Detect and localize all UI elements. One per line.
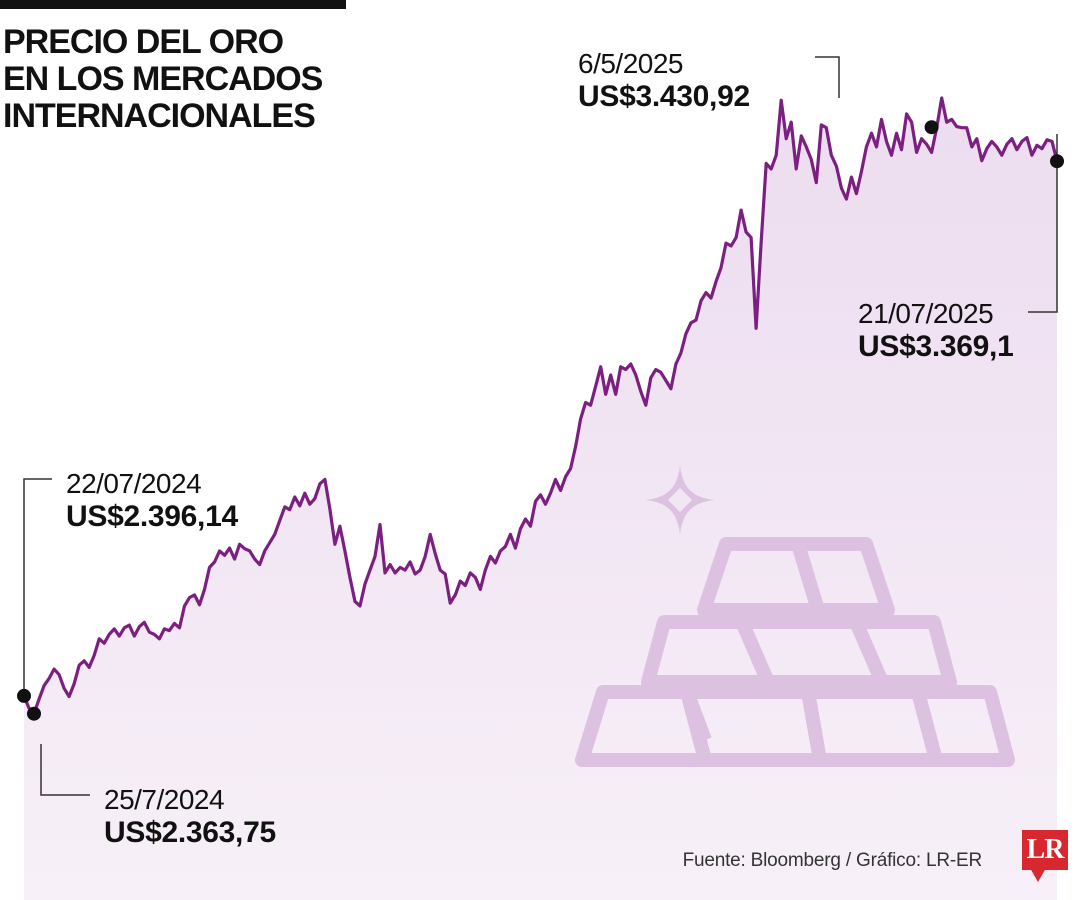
chart-title-line-2: EN LOS MERCADOS	[3, 60, 323, 98]
chart-title: PRECIO DEL ORO EN LOS MERCADOS INTERNACI…	[3, 24, 363, 135]
leader-low	[40, 744, 90, 796]
marker-start	[17, 688, 31, 703]
annotation-start-date: 22/07/2024	[66, 468, 202, 499]
chart-title-line-1: PRECIO DEL ORO	[3, 23, 284, 61]
annotation-peak-date: 6/5/2025	[578, 48, 683, 79]
annotation-end: 21/07/2025 US$3.369,1	[858, 298, 1014, 363]
lr-logo-tail	[1030, 868, 1046, 882]
annotation-low: 25/7/2024 US$2.363,75	[104, 786, 276, 848]
annotation-low-price: US$2.363,75	[104, 816, 276, 849]
lr-logo: LR	[1022, 830, 1068, 870]
leader-end	[1028, 134, 1058, 313]
annotation-end-price: US$3.369,1	[858, 330, 1014, 363]
annotation-end-date: 21/07/2025	[858, 298, 994, 329]
marker-low	[27, 706, 41, 721]
leader-start	[23, 478, 52, 696]
gold-bars-illustration	[575, 466, 1015, 767]
top-accent-bar	[0, 0, 346, 9]
area-fill	[24, 98, 1057, 900]
marker-end	[1050, 154, 1064, 169]
annotation-peak: 6/5/2025 US$3.430,92	[578, 50, 750, 112]
source-note: Fuente: Bloomberg / Gráfico: LR-ER	[682, 850, 983, 871]
lr-logo-text: LR	[1026, 834, 1065, 865]
gold-bars-icon	[575, 537, 1015, 767]
chart-title-line-3: INTERNACIONALES	[3, 97, 316, 135]
annotation-start: 22/07/2024 US$2.396,14	[66, 470, 238, 532]
sparkle-icon	[646, 466, 714, 534]
annotation-peak-price: US$3.430,92	[578, 80, 750, 113]
marker-peak	[924, 120, 939, 135]
annotation-start-price: US$2.396,14	[66, 500, 238, 533]
leader-lines	[23, 56, 1058, 796]
leader-peak	[815, 56, 840, 98]
price-line	[22, 96, 1059, 716]
annotation-low-date: 25/7/2024	[104, 784, 225, 815]
